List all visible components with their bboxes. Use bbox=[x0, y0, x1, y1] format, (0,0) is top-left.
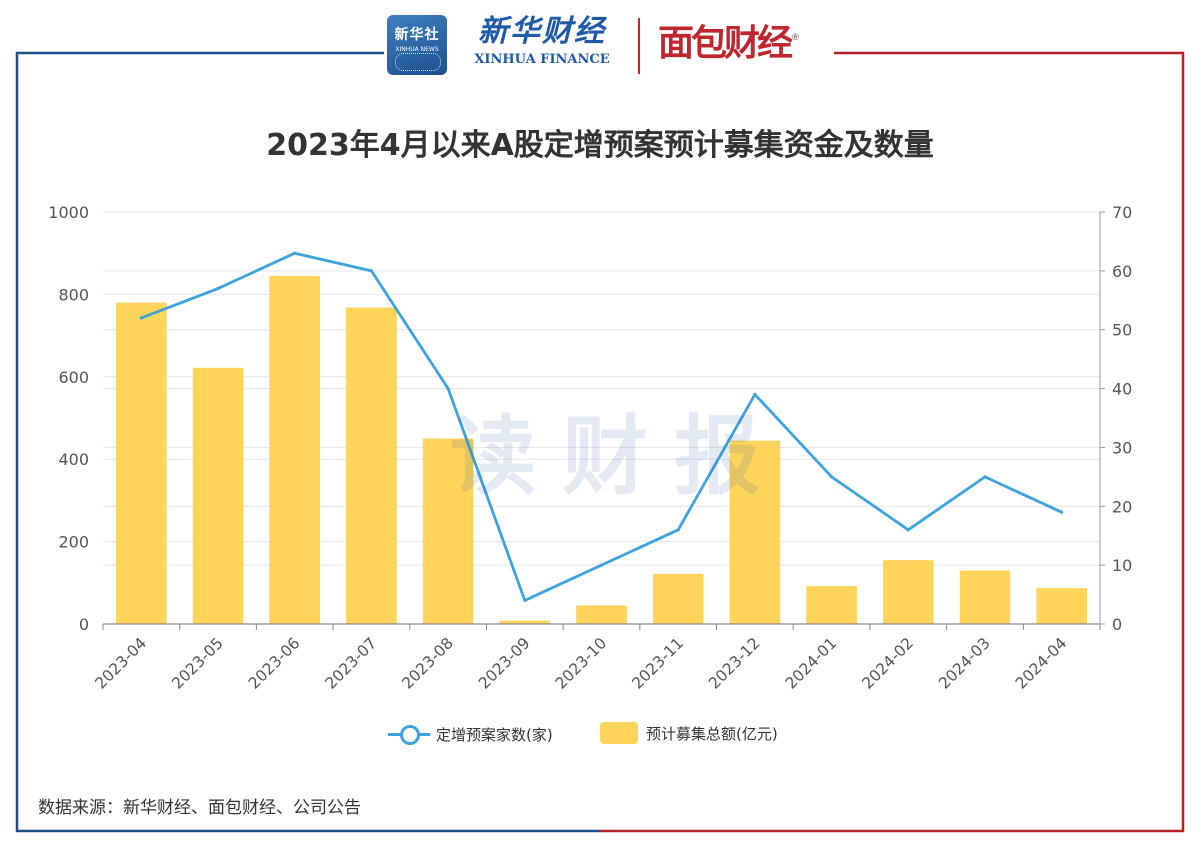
legend-item-count[interactable]: 定增预案家数(家) bbox=[388, 722, 553, 746]
x-tick-label: 2023-08 bbox=[398, 634, 457, 693]
y-right-tick-label: 20 bbox=[1112, 497, 1132, 516]
bar-2023-08 bbox=[422, 438, 474, 624]
y-left-tick-label: 800 bbox=[58, 285, 89, 304]
x-tick-label: 2023-07 bbox=[322, 634, 381, 693]
xinhua-finance-logo-cn: 新华财经 bbox=[478, 14, 606, 49]
chart-title: 2023年4月以来A股定增预案预计募集资金及数量 bbox=[266, 128, 934, 163]
y-right-tick-label: 30 bbox=[1112, 438, 1132, 457]
y-left-tick-label: 400 bbox=[58, 450, 89, 469]
legend-label-count: 定增预案家数(家) bbox=[436, 725, 553, 744]
network-globe-icon bbox=[395, 53, 441, 71]
y-right-tick-label: 10 bbox=[1112, 556, 1132, 575]
x-tick-label: 2024-04 bbox=[1012, 634, 1071, 693]
x-tick-label: 2023-12 bbox=[705, 634, 764, 693]
y-right-tick-label: 70 bbox=[1112, 203, 1132, 222]
xinhua-logo-en: XINHUA NEWS bbox=[395, 46, 439, 53]
bar-2024-04 bbox=[1036, 588, 1087, 624]
line-point-2023-07 bbox=[369, 269, 374, 273]
xinhua-logo-cn: 新华社 bbox=[394, 27, 440, 43]
xinhua-news-logo: 新华社 XINHUA NEWS bbox=[387, 15, 447, 75]
data-source-note: 数据来源：新华财经、面包财经、公司公告 bbox=[38, 798, 361, 818]
bar-2023-11 bbox=[652, 573, 704, 624]
header-logos: 新华社 XINHUA NEWS 新华财经 XINHUA FINANCE 面包财经… bbox=[384, 10, 824, 80]
x-tick-label: 2023-11 bbox=[628, 634, 687, 693]
y-right-tick-label: 0 bbox=[1112, 615, 1122, 634]
line-point-2023-12 bbox=[753, 392, 757, 397]
line-point-2023-08 bbox=[446, 386, 450, 391]
line-point-2024-01 bbox=[829, 475, 834, 479]
y-right-tick-label: 60 bbox=[1112, 262, 1132, 281]
bar-2023-07 bbox=[346, 307, 397, 624]
bar-2023-05 bbox=[192, 367, 244, 624]
bar-2023-09 bbox=[499, 620, 551, 624]
line-point-2023-11 bbox=[676, 528, 680, 532]
line-point-2023-04 bbox=[139, 316, 143, 320]
x-tick-label: 2023-10 bbox=[552, 634, 611, 693]
x-tick-label: 2023-09 bbox=[475, 634, 534, 693]
mianbao-logo-text: 面包财经 bbox=[658, 23, 793, 64]
mianbao-finance-logo: 面包财经 ® bbox=[658, 22, 800, 66]
line-point-2024-04 bbox=[1060, 510, 1064, 514]
legend-label-amount: 预计募集总额(亿元) bbox=[646, 724, 778, 743]
x-tick-label: 2024-01 bbox=[782, 634, 841, 693]
y-left-tick-label: 0 bbox=[79, 615, 89, 634]
line-point-2023-06 bbox=[293, 251, 297, 255]
x-tick-label: 2023-06 bbox=[245, 634, 304, 693]
bar-2023-10 bbox=[576, 605, 627, 624]
line-point-2023-09 bbox=[523, 598, 527, 603]
bar-2023-12 bbox=[729, 440, 781, 624]
xinhua-finance-logo-en: XINHUA FINANCE bbox=[474, 52, 610, 67]
x-tick-label: 2024-03 bbox=[935, 634, 994, 693]
y-left-tick-label: 600 bbox=[58, 368, 89, 387]
xinhua-finance-logo: 新华财经 XINHUA FINANCE bbox=[464, 14, 620, 68]
logo-divider bbox=[638, 18, 640, 74]
line-point-2023-05 bbox=[216, 286, 220, 291]
x-tick-label: 2023-04 bbox=[92, 634, 151, 693]
y-left-tick-label: 1000 bbox=[48, 203, 89, 222]
bar-2023-04 bbox=[116, 302, 167, 624]
x-tick-label: 2024-02 bbox=[859, 634, 918, 693]
x-tick-label: 2023-05 bbox=[168, 634, 227, 693]
bar-2024-02 bbox=[882, 560, 934, 624]
legend-line-marker-icon bbox=[388, 722, 430, 746]
legend-item-amount[interactable]: 预计募集总额(亿元) bbox=[600, 722, 778, 744]
bar-2023-06 bbox=[269, 275, 321, 624]
y-right-tick-label: 50 bbox=[1112, 321, 1132, 340]
legend-bar-swatch-icon bbox=[600, 722, 638, 744]
y-left-tick-label: 200 bbox=[58, 533, 89, 552]
bar-2024-03 bbox=[959, 570, 1011, 624]
bar-2024-01 bbox=[806, 586, 857, 624]
line-point-2024-03 bbox=[983, 475, 987, 479]
y-right-tick-label: 40 bbox=[1112, 380, 1132, 399]
line-point-2024-02 bbox=[906, 528, 910, 532]
registered-mark: ® bbox=[791, 33, 801, 43]
line-point-2023-10 bbox=[599, 563, 604, 567]
